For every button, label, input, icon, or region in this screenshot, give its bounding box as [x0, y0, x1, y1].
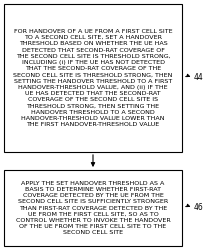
Bar — [4, 170, 182, 246]
Bar — [4, 4, 182, 152]
Text: 44: 44 — [193, 74, 203, 82]
Text: FOR HANDOVER OF A UE FROM A FIRST CELL SITE
TO A SECOND CELL SITE, SET A HANDOVE: FOR HANDOVER OF A UE FROM A FIRST CELL S… — [13, 29, 173, 127]
Text: APPLY THE SET HANDOVER THRESHOLD AS A
BASIS TO DETERMINE WHETHER FIRST-RAT
COVER: APPLY THE SET HANDOVER THRESHOLD AS A BA… — [16, 181, 170, 235]
Text: 46: 46 — [193, 204, 203, 212]
